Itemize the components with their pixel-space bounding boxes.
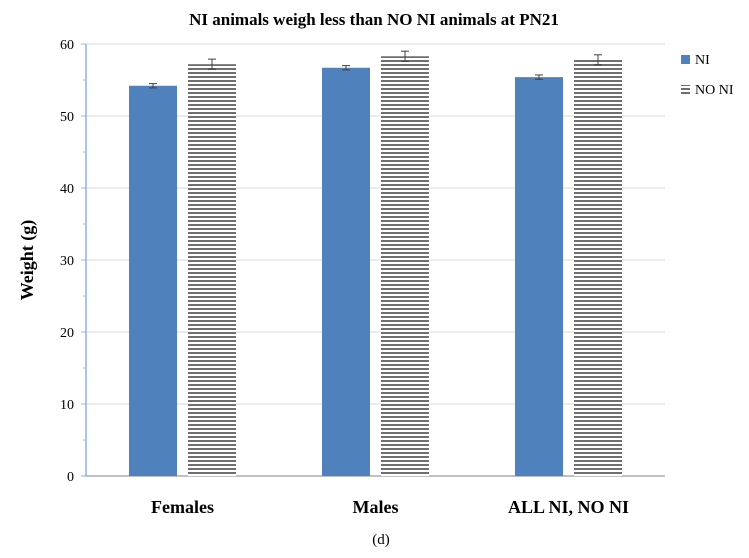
x-category-label: Females xyxy=(151,497,214,517)
bars xyxy=(129,50,622,477)
bar-no-ni xyxy=(188,64,236,476)
legend-swatch-no-ni xyxy=(681,85,690,94)
bar-ni xyxy=(515,77,563,477)
y-tick-label: 60 xyxy=(60,38,74,53)
x-category-label: ALL NI, NO NI xyxy=(508,497,629,517)
bar-no-ni xyxy=(574,59,622,477)
legend-label-ni: NI xyxy=(695,53,710,68)
y-tick-label: 0 xyxy=(67,470,74,485)
y-tick-label: 40 xyxy=(60,182,74,197)
y-tick-label: 30 xyxy=(60,254,74,269)
y-axis-title: Weight (g) xyxy=(17,220,38,301)
legend-label-no-ni: NO NI xyxy=(695,83,734,98)
x-axis-labels: Females Males ALL NI, NO NI xyxy=(151,497,629,517)
figure-caption: (d) xyxy=(372,532,390,548)
chart-title: NI animals weigh less than NO NI animals… xyxy=(189,10,559,29)
y-tick-label: 10 xyxy=(60,398,74,413)
gridlines xyxy=(86,43,665,477)
y-axis: 0 10 20 30 40 50 60 xyxy=(60,38,87,485)
bar-ni xyxy=(129,85,177,476)
x-category-label: Males xyxy=(353,497,399,517)
legend: NI NO NI xyxy=(681,53,734,98)
y-tick-label: 20 xyxy=(60,326,74,341)
bar-no-ni xyxy=(381,56,429,477)
legend-swatch-ni xyxy=(681,55,690,64)
y-tick-label: 50 xyxy=(60,110,74,125)
bar-ni xyxy=(322,67,370,476)
